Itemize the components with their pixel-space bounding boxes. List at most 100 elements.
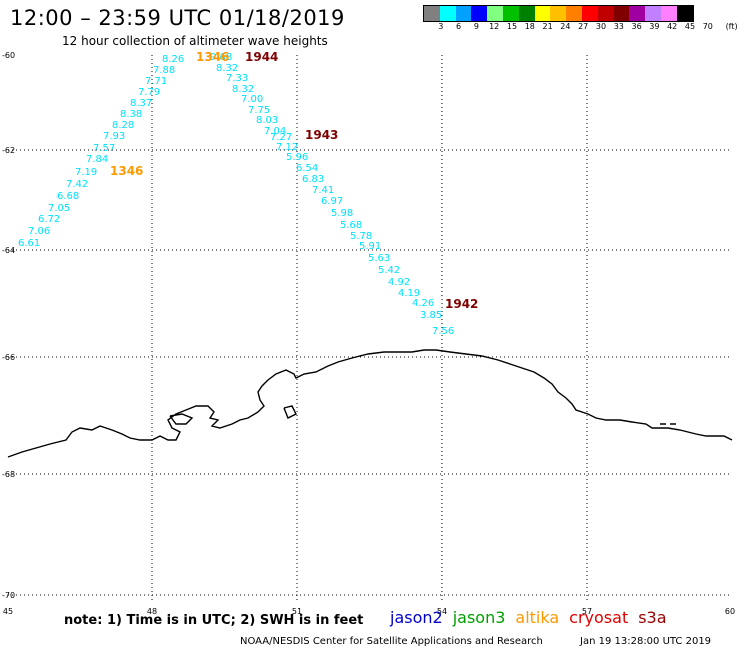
legend-label: 42 xyxy=(667,22,678,31)
legend-label: 15 xyxy=(506,22,518,31)
latitude-tick-label: -60 xyxy=(2,51,15,60)
legend-swatch xyxy=(534,6,551,21)
wave-height-label: 9.68 xyxy=(210,52,232,63)
satellite-name: jason2 xyxy=(390,608,443,627)
latitude-tick-label: -64 xyxy=(2,246,15,255)
wave-height-label: 3.85 xyxy=(420,310,442,321)
wave-height-label: 5.98 xyxy=(331,208,353,219)
wave-height-label: 8.32 xyxy=(232,84,254,95)
satellite-name: jason3 xyxy=(452,608,506,627)
wave-height-label: 7.75 xyxy=(248,105,270,116)
legend-swatch xyxy=(487,6,503,21)
generated-timestamp: Jan 19 13:28:00 UTC 2019 xyxy=(580,636,712,647)
wave-height-label: 4.26 xyxy=(412,298,434,309)
pass-time-label: 1942 xyxy=(445,297,478,311)
wave-height-label: 7.00 xyxy=(241,94,263,105)
satellite-name: cryosat xyxy=(569,608,629,627)
wave-height-label: 7.33 xyxy=(226,73,248,84)
wave-height-label: 6.97 xyxy=(321,196,343,207)
pass-time-label: 1943 xyxy=(305,128,338,142)
legend-swatch xyxy=(455,6,472,21)
wave-height-label: 7.05 xyxy=(48,203,70,214)
legend-swatch xyxy=(566,6,582,21)
wave-height-label: 7.84 xyxy=(86,154,108,165)
wave-height-label: 8.32 xyxy=(216,63,238,74)
legend-label: 6 xyxy=(456,22,462,31)
legend-swatch xyxy=(581,6,598,21)
legend-swatch xyxy=(645,6,661,21)
legend-label: 3 xyxy=(438,22,444,31)
legend-swatch xyxy=(424,6,440,21)
antarctica-coastline xyxy=(7,349,733,458)
wave-height-label: 6.72 xyxy=(38,214,60,225)
credit-line: NOAA/NESDIS Center for Satellite Applica… xyxy=(240,636,543,647)
wave-height-label: 5.91 xyxy=(359,241,381,252)
map-subtitle: 12 hour collection of altimeter wave hei… xyxy=(62,34,328,48)
legend-label: 45 xyxy=(684,22,696,31)
satellite-name: altika xyxy=(515,608,560,627)
wave-height-label: 7.56 xyxy=(432,326,454,337)
wave-height-label: 7.88 xyxy=(153,65,175,76)
wave-height-label: 8.26 xyxy=(162,54,184,65)
legend-label: 24 xyxy=(560,22,571,31)
legend-label: 12 xyxy=(489,22,500,31)
longitude-tick-label: 60 xyxy=(725,607,735,616)
pass-time-label: 1944 xyxy=(245,50,278,64)
legend-unit: (ft) xyxy=(725,22,738,31)
satellite-legend: jason2 jason3 altika cryosat s3a xyxy=(390,608,677,627)
latitude-tick-label: -62 xyxy=(2,146,15,155)
latitude-tick-label: -66 xyxy=(2,353,15,362)
map-title: 12:00 – 23:59 UTC 01/18/2019 xyxy=(10,6,345,30)
wave-height-label: 5.68 xyxy=(340,220,362,231)
wave-height-label: 6.61 xyxy=(18,238,40,249)
legend-swatch xyxy=(613,6,630,21)
legend-label: 33 xyxy=(613,22,624,31)
wave-height-label: 5.78 xyxy=(350,231,372,242)
wave-height-label: 4.92 xyxy=(388,277,410,288)
wave-height-label: 7.06 xyxy=(28,226,50,237)
pass-time-label: 1346 xyxy=(110,164,143,178)
wave-height-label: 6.54 xyxy=(296,163,318,174)
longitude-tick-label: 51 xyxy=(292,607,302,616)
wave-height-label: 7.19 xyxy=(75,167,97,178)
legend-label: 36 xyxy=(631,22,642,31)
pass-time-label: 1346 xyxy=(196,50,229,64)
latitude-tick-label: -70 xyxy=(2,591,15,600)
wave-height-label: 6.83 xyxy=(302,174,324,185)
longitude-tick-label: 45 xyxy=(3,607,13,616)
track-labels: 8.267.887.717.798.378.388.287.937.577.84… xyxy=(18,50,478,337)
wave-height-label: 7.42 xyxy=(66,179,88,190)
wave-height-label: 7.93 xyxy=(103,131,125,142)
wave-height-label: 7.41 xyxy=(312,185,334,196)
color-legend xyxy=(423,5,694,22)
legend-swatch xyxy=(471,6,488,21)
legend-label: 18 xyxy=(524,22,535,31)
axis-labels: 45 48 51 54 57 60 -60 -62 -64 -66 -68 -70 xyxy=(2,51,735,616)
legend-label: 9 xyxy=(473,22,479,31)
wave-height-label: 5.42 xyxy=(378,265,400,276)
legend-swatch xyxy=(597,6,614,21)
legend-label: 27 xyxy=(578,22,589,31)
longitude-tick-label: 48 xyxy=(147,607,157,616)
wave-height-label: 7.04 xyxy=(264,126,286,137)
graticule xyxy=(8,55,732,600)
wave-height-label: 7.71 xyxy=(145,76,167,87)
legend-swatch xyxy=(439,6,456,21)
longitude-tick-label: 54 xyxy=(437,607,447,616)
legend-swatch xyxy=(660,6,677,21)
longitude-tick-label: 57 xyxy=(582,607,592,616)
legend-swatch xyxy=(518,6,535,21)
wave-height-label: 8.37 xyxy=(130,98,152,109)
legend-label: 30 xyxy=(595,22,607,31)
wave-height-label: 6.68 xyxy=(57,191,79,202)
satellite-name: s3a xyxy=(638,608,667,627)
wave-height-label: 7.79 xyxy=(138,87,160,98)
wave-height-label: 7.27 xyxy=(270,132,292,143)
legend-label: 21 xyxy=(542,22,553,31)
legend-swatch xyxy=(502,6,519,21)
wave-height-label: 5.96 xyxy=(286,152,308,163)
wave-height-label: 8.38 xyxy=(120,109,142,120)
legend-swatch xyxy=(629,6,646,21)
wave-height-label: 8.28 xyxy=(112,120,134,131)
